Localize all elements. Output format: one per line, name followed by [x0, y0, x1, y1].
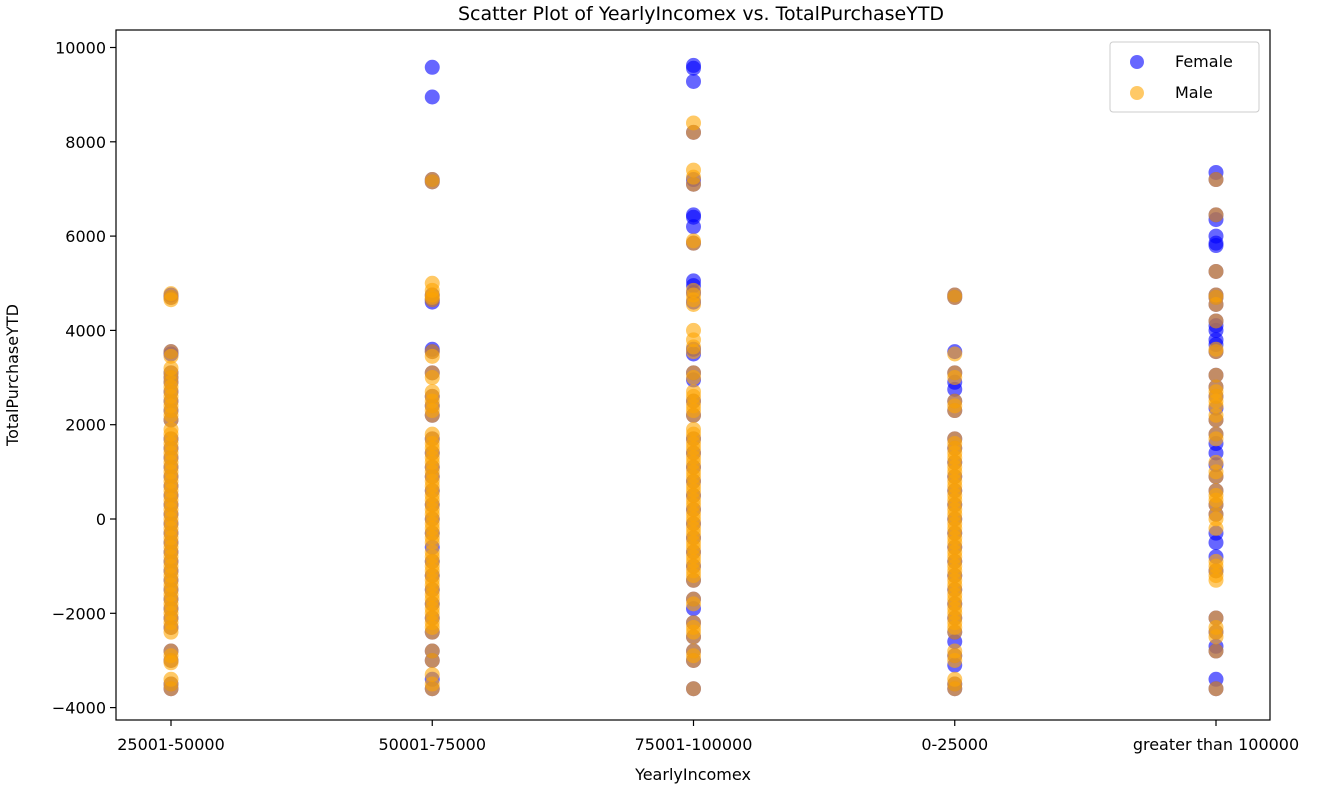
point-male	[947, 403, 963, 419]
point-male	[1208, 431, 1224, 447]
point-male	[1208, 263, 1224, 279]
point-male	[686, 681, 701, 697]
point-male	[1208, 520, 1224, 536]
point-male	[424, 292, 440, 308]
point-male	[1208, 172, 1224, 188]
y-axis-label: TotalPurchaseYTD	[3, 304, 22, 447]
point-female	[947, 381, 963, 397]
y-tick-label: 0	[96, 510, 106, 529]
point-male	[947, 370, 963, 386]
x-tick-label: greater than 100000	[1133, 735, 1299, 754]
legend-label-male: Male	[1175, 83, 1213, 102]
point-male	[163, 655, 179, 671]
y-tick-label: 2000	[65, 416, 106, 435]
point-male	[686, 572, 701, 588]
point-male	[163, 292, 179, 308]
point-male	[686, 344, 701, 360]
point-male	[424, 174, 440, 190]
point-male	[947, 681, 963, 697]
point-male	[163, 348, 179, 364]
y-tick-label: 6000	[65, 227, 106, 246]
point-female	[686, 60, 701, 76]
chart-title: Scatter Plot of YearlyIncomex vs. TotalP…	[458, 3, 944, 25]
series-male	[163, 115, 1224, 697]
point-female	[1208, 535, 1224, 551]
point-male	[1208, 572, 1224, 588]
point-male	[686, 296, 701, 312]
point-male	[1208, 296, 1224, 312]
point-male	[1208, 629, 1224, 645]
point-male	[686, 176, 701, 192]
point-male	[686, 235, 701, 251]
legend-label-female: Female	[1175, 52, 1233, 71]
point-male	[163, 624, 179, 640]
point-male	[1208, 681, 1224, 697]
x-tick-label: 50001-75000	[378, 735, 486, 754]
point-male	[947, 289, 963, 305]
point-male	[947, 346, 963, 362]
point-male	[424, 681, 440, 697]
legend-marker-male	[1130, 86, 1144, 100]
point-male	[947, 624, 963, 640]
x-axis-label: YearlyIncomex	[634, 765, 751, 784]
plot-points	[163, 57, 1224, 697]
point-female	[424, 89, 440, 105]
point-female	[424, 59, 440, 75]
point-male	[1208, 367, 1224, 383]
x-axis: 25001-50000 50001-75000 75001-100000 0-2500…	[117, 720, 1299, 754]
point-male	[686, 652, 701, 668]
x-tick-label: 0-25000	[921, 735, 988, 754]
y-axis: −4000 −2000 0 2000 4000 6000 8000 10000	[52, 39, 116, 718]
point-male	[1208, 344, 1224, 360]
point-male	[424, 348, 440, 364]
point-male	[686, 596, 701, 612]
point-male	[1208, 643, 1224, 659]
x-tick-label: 75001-100000	[635, 735, 753, 754]
point-male	[424, 624, 440, 640]
point-male	[686, 124, 701, 140]
point-male	[686, 629, 701, 645]
y-tick-label: 8000	[65, 133, 106, 152]
point-male	[1208, 207, 1224, 223]
y-tick-label: 10000	[55, 39, 106, 58]
y-tick-label: −4000	[52, 699, 106, 718]
point-male	[686, 370, 701, 386]
legend-frame	[1109, 41, 1260, 113]
point-male	[424, 370, 440, 386]
point-male	[163, 681, 179, 697]
point-male	[424, 652, 440, 668]
point-male	[1208, 412, 1224, 428]
legend: Female Male	[1109, 41, 1260, 113]
y-tick-label: 4000	[65, 321, 106, 340]
point-female	[1208, 238, 1224, 254]
point-male	[1208, 469, 1224, 485]
point-female	[686, 73, 701, 89]
point-male	[686, 407, 701, 423]
x-tick-label: 25001-50000	[117, 735, 225, 754]
point-male	[424, 407, 440, 423]
point-female	[686, 219, 701, 235]
point-male	[947, 652, 963, 668]
legend-marker-female	[1130, 55, 1144, 69]
point-male	[1208, 313, 1224, 329]
y-tick-label: −2000	[52, 604, 106, 623]
